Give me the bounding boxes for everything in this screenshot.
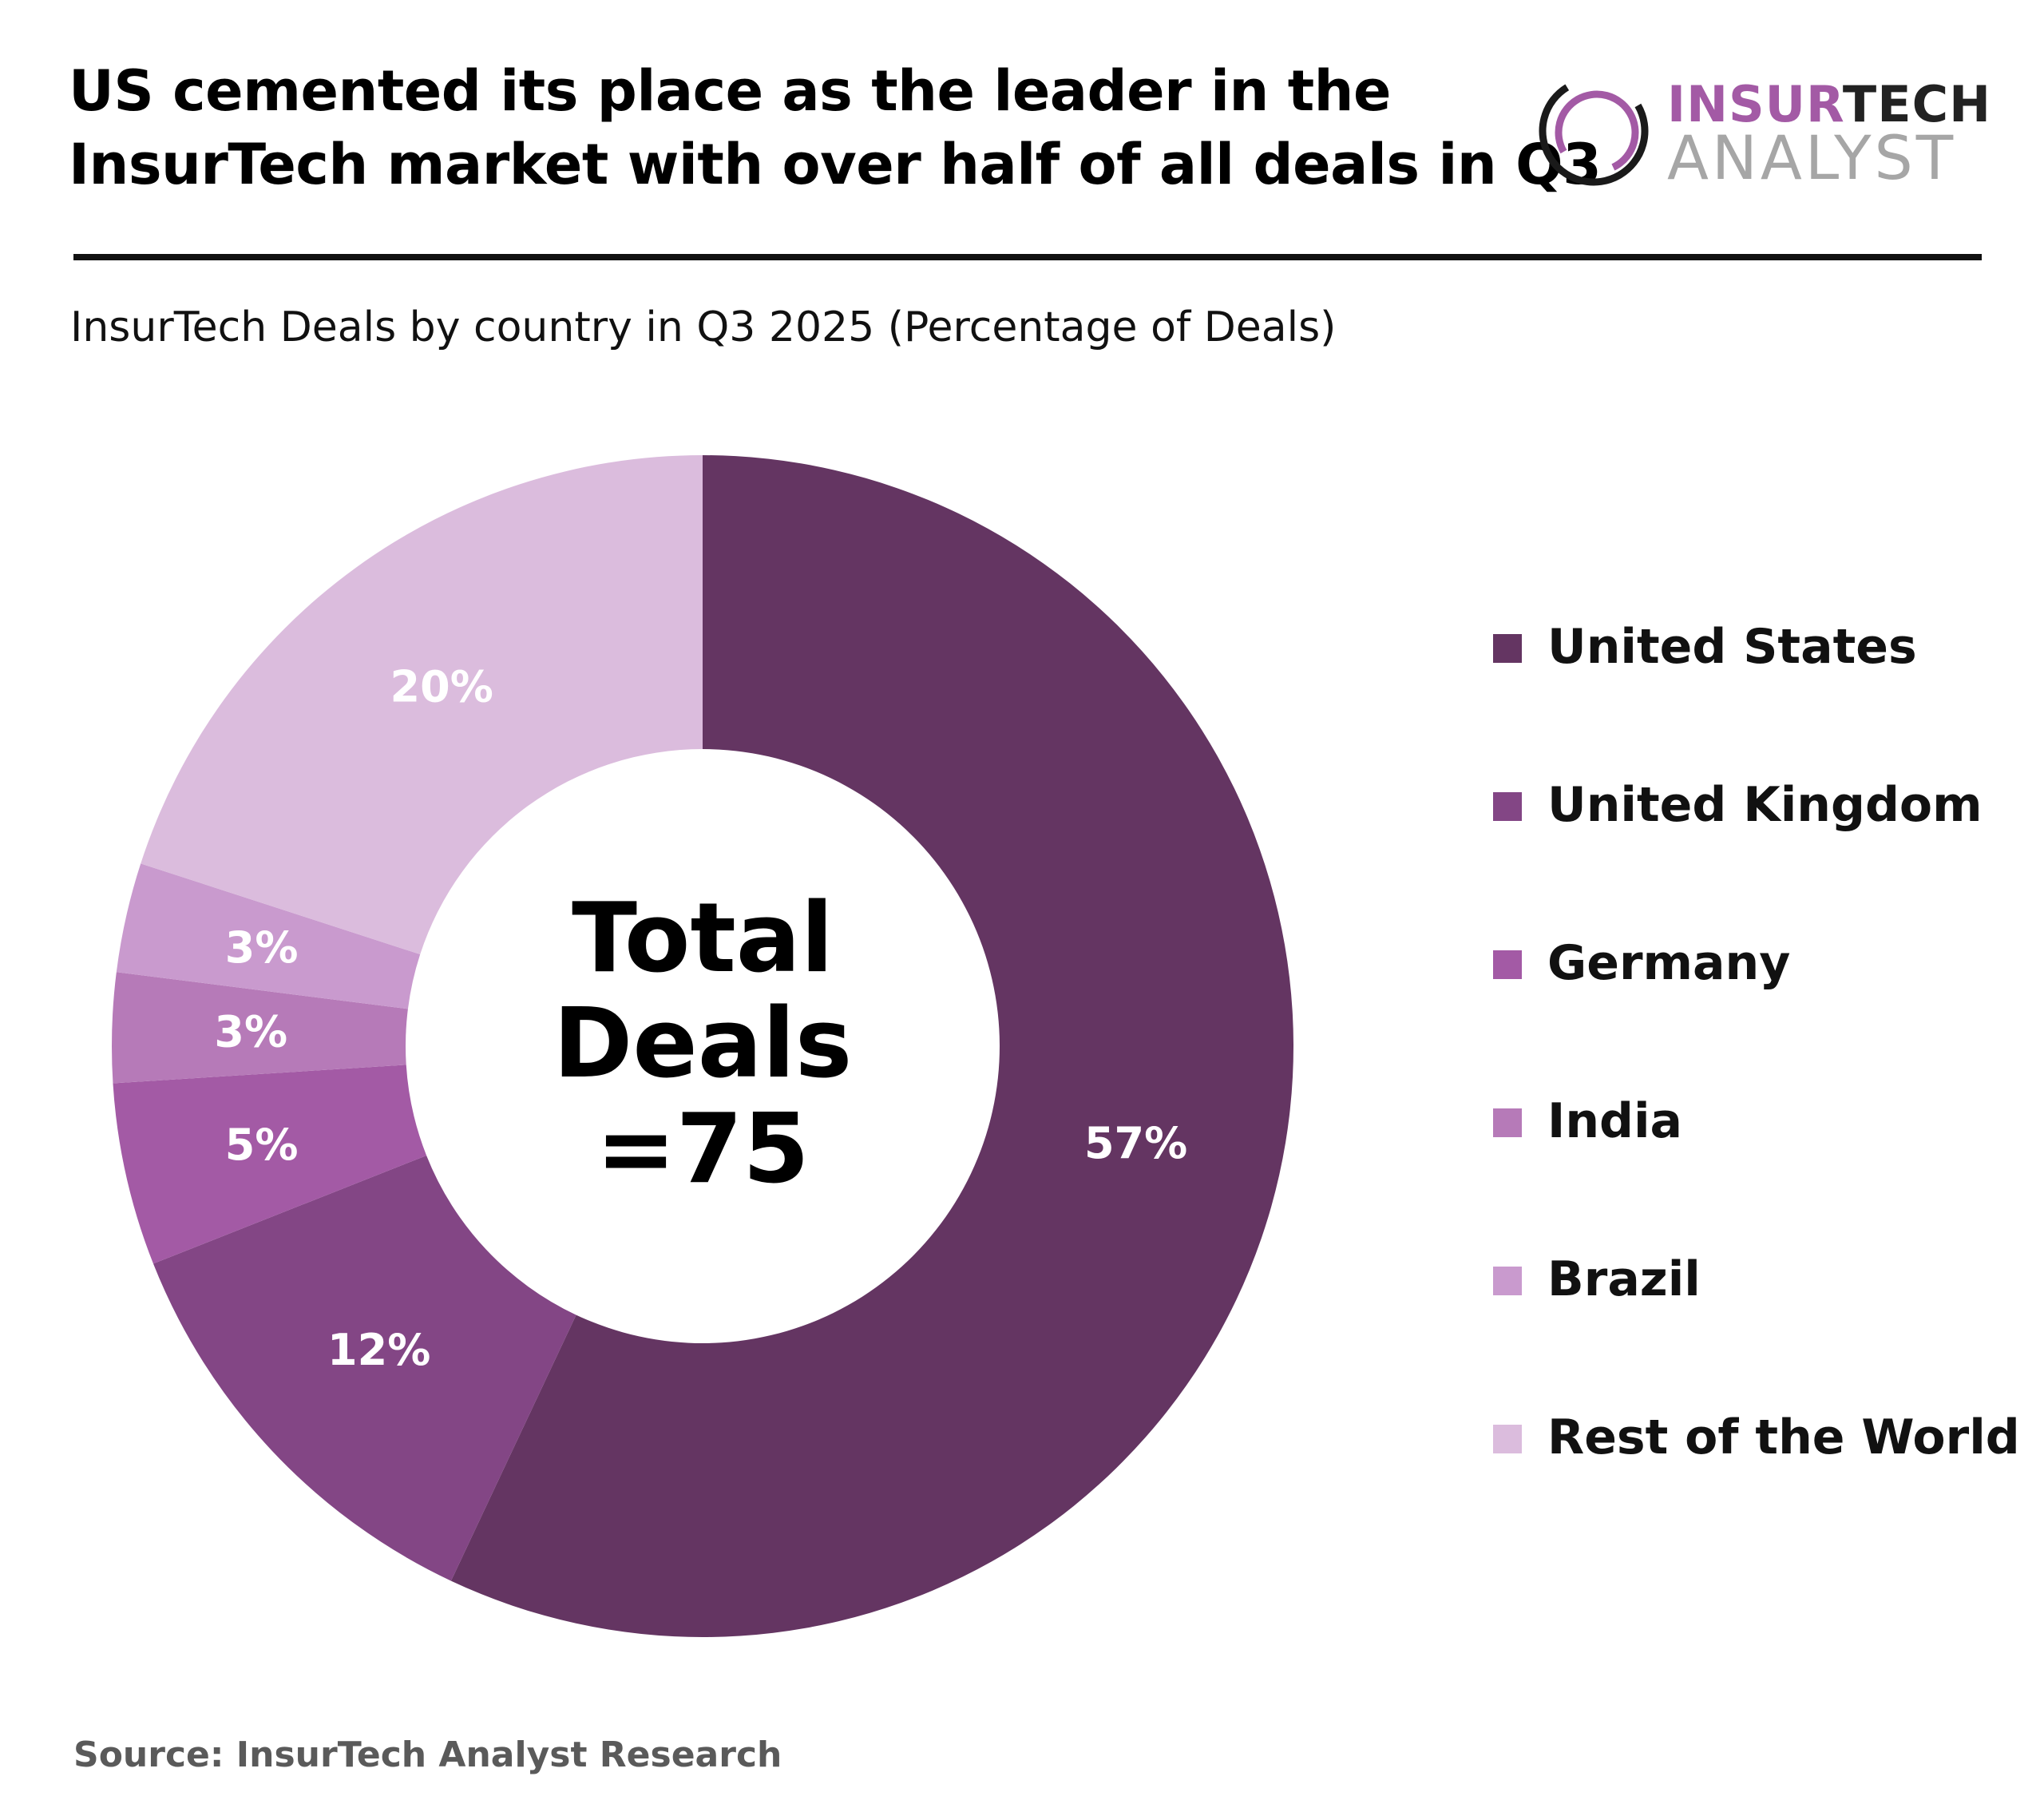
source-note: Source: InsurTech Analyst Research xyxy=(73,1735,782,1775)
legend-label: India xyxy=(1547,1093,1683,1149)
logo-tech-text: TECH xyxy=(1842,75,1991,133)
header-divider xyxy=(73,254,1982,260)
legend-swatch xyxy=(1493,792,1522,821)
legend-swatch xyxy=(1493,1108,1522,1137)
legend-label: United States xyxy=(1547,619,1917,675)
insurtech-analyst-logo: INSURTECH ANALYST xyxy=(1536,73,1991,193)
logo-wordmark-bottom: ANALYST xyxy=(1667,122,1957,193)
donut-center-label: Total Deals =75 xyxy=(447,886,958,1203)
headline-line-1: US cemented its place as the leader in t… xyxy=(69,58,1392,124)
legend-label: Rest of the World xyxy=(1547,1410,2020,1465)
data-label-brazil: 3% xyxy=(225,922,299,973)
legend-label: United Kingdom xyxy=(1547,777,1983,833)
legend-swatch xyxy=(1493,634,1522,663)
logo-insur-text: INSUR xyxy=(1667,75,1843,133)
data-label-rest-of-the-world: 20% xyxy=(390,662,493,712)
center-label-line-2: Deals xyxy=(553,989,853,1100)
chart-subtitle: InsurTech Deals by country in Q3 2025 (P… xyxy=(70,303,1337,351)
legend-label: Germany xyxy=(1547,935,1791,991)
slice-rest-of-the-world xyxy=(141,455,703,955)
data-label-united-kingdom: 12% xyxy=(327,1325,430,1375)
logo-wordmark-top: INSURTECH xyxy=(1667,77,1991,133)
data-label-india: 3% xyxy=(214,1007,287,1057)
data-label-united-states: 57% xyxy=(1084,1118,1187,1168)
legend-swatch xyxy=(1493,1425,1522,1453)
headline-line-2: InsurTech market with over half of all d… xyxy=(69,132,1602,197)
slice-india xyxy=(111,972,408,1084)
slice-germany xyxy=(113,1065,427,1264)
legend-swatch xyxy=(1493,1267,1522,1295)
logo-ring-icon xyxy=(1539,76,1649,186)
slice-united-kingdom xyxy=(153,1155,576,1581)
data-label-germany: 5% xyxy=(225,1120,299,1170)
legend-label: Brazil xyxy=(1547,1251,1701,1307)
slice-brazil xyxy=(116,863,421,1009)
center-label-line-3: =75 xyxy=(596,1094,810,1205)
chart-headline: US cemented its place as the leader in t… xyxy=(69,54,1602,201)
center-label-line-1: Total xyxy=(572,883,834,994)
legend-swatch xyxy=(1493,950,1522,979)
slice-united-states xyxy=(450,455,1293,1637)
